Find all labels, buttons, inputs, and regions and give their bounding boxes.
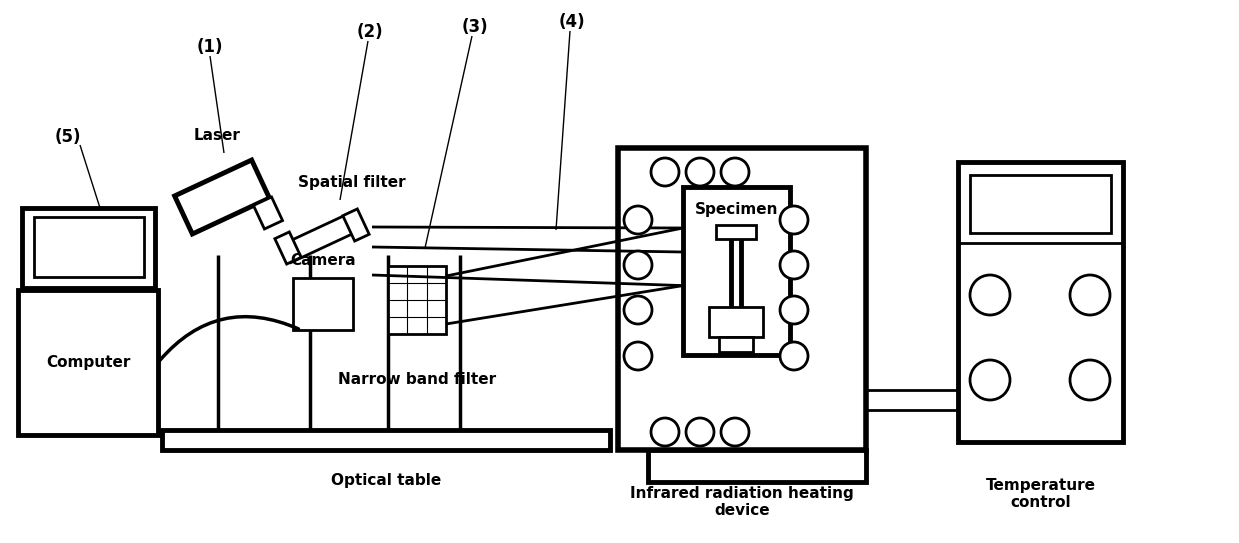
Text: Computer: Computer [46,355,130,370]
Bar [22,208,155,288]
Bar [716,225,756,239]
Circle shape [650,158,679,186]
Bar [719,337,753,352]
Circle shape [721,418,750,446]
Text: Narrow band filter: Narrow band filter [338,371,496,387]
Circle shape [1070,275,1110,315]
Bar [618,148,866,450]
Circle shape [970,360,1010,400]
Text: (1): (1) [197,38,223,56]
Text: Infrared radiation heating
device: Infrared radiation heating device [631,486,854,518]
Circle shape [686,158,714,186]
Circle shape [781,251,808,279]
Circle shape [624,206,652,234]
Polygon shape [175,160,269,234]
Bar [33,217,144,277]
Circle shape [624,342,652,370]
Bar [958,162,1123,442]
Bar [683,187,790,355]
Text: (5): (5) [55,128,82,146]
Text: Optical table: Optical table [331,472,441,488]
Circle shape [781,206,808,234]
Polygon shape [343,209,369,241]
Circle shape [721,158,750,186]
Circle shape [781,342,808,370]
Circle shape [970,275,1010,315]
Circle shape [650,418,679,446]
Polygon shape [275,232,301,264]
Text: (2): (2) [357,23,383,41]
Bar [19,290,159,435]
Circle shape [781,296,808,324]
Circle shape [1070,360,1110,400]
Circle shape [686,418,714,446]
Bar [970,175,1111,233]
Text: (3): (3) [462,18,488,36]
Bar [292,278,353,330]
Bar [162,430,610,450]
Bar [648,450,866,482]
Polygon shape [254,197,282,229]
Circle shape [624,296,652,324]
Text: Specimen: Specimen [695,201,778,217]
Text: Spatial filter: Spatial filter [299,174,406,190]
Text: Temperature
control: Temperature control [985,478,1095,510]
Bar [388,266,446,334]
Text: Camera: Camera [290,252,356,268]
Circle shape [624,251,652,279]
Polygon shape [282,211,362,263]
Text: (4): (4) [559,13,585,31]
Text: Laser: Laser [193,128,240,142]
Bar [709,307,763,337]
